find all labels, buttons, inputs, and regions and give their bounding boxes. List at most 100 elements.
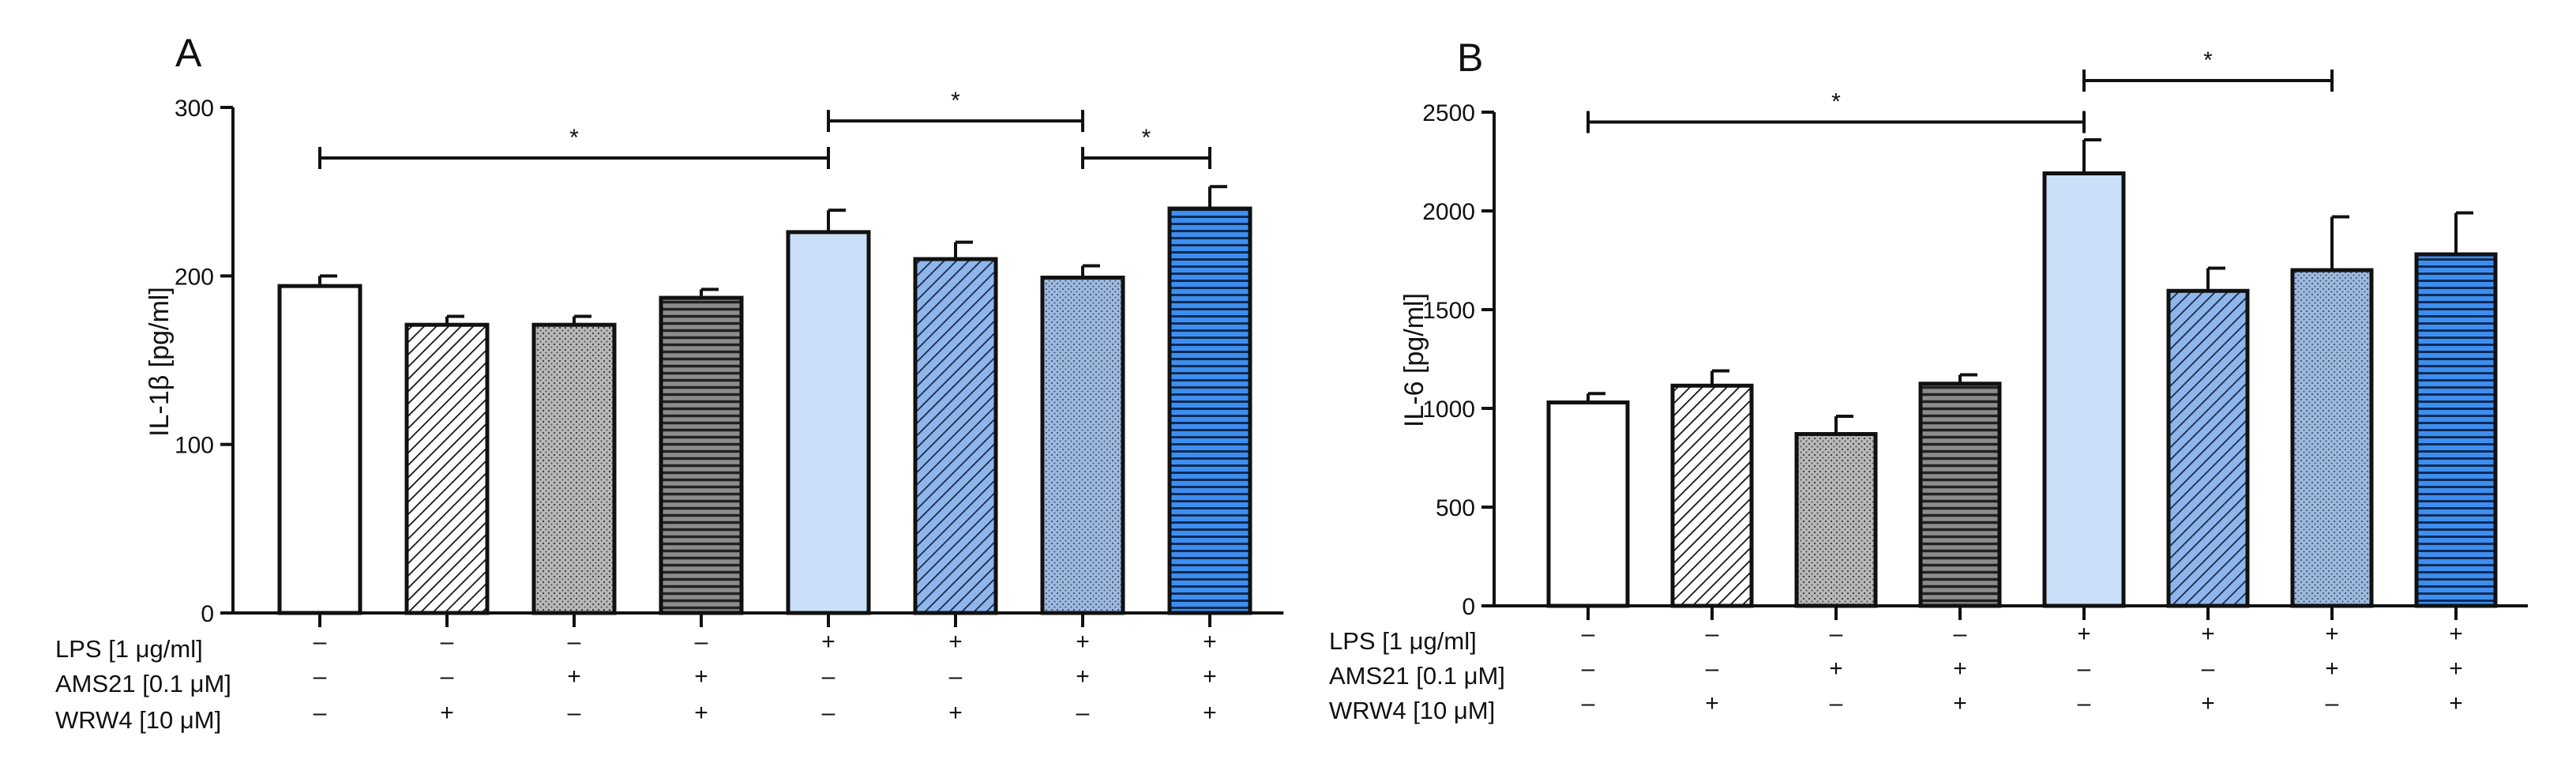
condition-wrw4-4: + [694, 700, 708, 726]
condition-lps-7: + [2325, 621, 2339, 647]
error-bar-7 [1081, 264, 1100, 278]
significance-star: * [951, 88, 960, 114]
error-bar-3 [1834, 415, 1853, 434]
error-bar-8 [2454, 211, 2473, 254]
significance-star: * [2203, 47, 2213, 73]
bar-2 [404, 322, 490, 615]
y-tick-label: 200 [175, 264, 214, 290]
condition-wrw4-1: – [1582, 690, 1595, 716]
condition-ams21-3: + [1829, 656, 1843, 682]
condition-lps-3: – [1830, 621, 1843, 647]
condition-lps-2: – [1706, 621, 1719, 647]
bar-8 [2414, 252, 2498, 608]
condition-lps-2: – [441, 629, 454, 655]
error-bar-4 [700, 288, 719, 299]
y-tick-label: 1500 [1422, 298, 1475, 324]
y-tick-label: 0 [201, 601, 214, 627]
bar-3 [1794, 432, 1878, 608]
panel-b-row-label-wrw4: WRW4 [10 μM] [1329, 697, 1495, 724]
bar-2 [1670, 383, 1754, 608]
bar-6 [913, 257, 998, 615]
condition-ams21-1: – [314, 664, 327, 690]
panel-a-row-label-lps: LPS [1 μg/ml] [55, 635, 203, 663]
condition-lps-6: + [948, 629, 963, 655]
condition-ams21-4: + [1953, 656, 1967, 682]
condition-ams21-6: – [949, 664, 963, 690]
bar-1 [277, 284, 362, 615]
condition-lps-5: + [2077, 621, 2091, 647]
condition-ams21-2: – [441, 664, 454, 690]
panel-a-plot: 0 100 200 300 * * * [175, 88, 1284, 627]
significance-star: * [569, 125, 579, 151]
y-tick-label: 2500 [1422, 100, 1475, 126]
bar-5 [2042, 171, 2126, 608]
condition-ams21-1: – [1582, 656, 1595, 682]
condition-lps-5: + [821, 629, 836, 655]
error-bar-6 [954, 240, 973, 259]
panel-a-letter: A [175, 31, 202, 75]
error-bar-7 [2330, 215, 2349, 270]
panel-a-row-label-wrw4: WRW4 [10 μM] [55, 706, 221, 734]
condition-ams21-3: + [567, 664, 581, 690]
error-bar-4 [1958, 373, 1977, 384]
condition-wrw4-8: + [2449, 690, 2463, 716]
significance-bracket [318, 147, 830, 169]
panel-a-y-axis-label: IL-1β [pg/ml] [145, 287, 175, 437]
condition-wrw4-5: – [2078, 690, 2091, 716]
y-tick-label: 300 [175, 96, 214, 122]
condition-lps-8: + [1203, 629, 1217, 655]
error-bar-5 [827, 209, 846, 232]
condition-lps-7: + [1076, 629, 1090, 655]
bar-8 [1167, 206, 1252, 615]
panel-b: B IL-6 [pg/ml] 0 500 1000 1500 2000 2500 * * LP… [1329, 36, 2529, 724]
panel-a-row-label-ams21: AMS21 [0.1 μM] [55, 670, 231, 697]
y-tick-label: 500 [1436, 495, 1475, 521]
condition-lps-1: – [1582, 621, 1595, 647]
panel-b-condition-table: LPS [1 μg/ml] AMS21 [0.1 μM] WRW4 [10 μM… [1329, 621, 2463, 724]
y-tick-label: 0 [1462, 594, 1475, 620]
bar-4 [1918, 382, 2002, 608]
significance-bracket [2082, 70, 2334, 92]
error-bar-2 [445, 314, 464, 325]
condition-wrw4-3: – [1830, 690, 1843, 716]
error-bar-5 [2082, 138, 2101, 174]
condition-wrw4-5: – [822, 700, 836, 726]
bar-5 [786, 230, 871, 615]
bar-6 [2166, 288, 2250, 608]
panel-b-plot: 0 500 1000 1500 2000 2500 * * [1422, 47, 2529, 620]
condition-ams21-8: + [1203, 664, 1217, 690]
y-tick-label: 1000 [1422, 397, 1475, 423]
panel-b-y-axis-label: IL-6 [pg/ml] [1399, 293, 1429, 427]
bar-7 [1040, 275, 1125, 615]
error-bar-1 [318, 274, 337, 287]
condition-lps-6: + [2201, 621, 2215, 647]
panel-b-row-label-ams21: AMS21 [0.1 μM] [1329, 662, 1505, 690]
bar-3 [531, 322, 617, 615]
error-bar-2 [1710, 369, 1729, 386]
condition-wrw4-2: + [440, 700, 454, 726]
condition-lps-4: – [695, 629, 708, 655]
significance-star: * [1142, 125, 1151, 151]
significance-bracket [1081, 147, 1211, 169]
panel-a: A IL-1β [pg/ml] 0 100 200 300 * * * LPS [1 μg/… [55, 31, 1284, 734]
significance-bracket [827, 110, 1084, 133]
y-tick-label: 100 [175, 433, 214, 459]
significance-bracket [1587, 111, 2086, 133]
condition-wrw4-8: + [1203, 700, 1217, 726]
condition-ams21-8: + [2449, 656, 2463, 682]
error-bar-8 [1208, 185, 1227, 209]
condition-lps-4: – [1954, 621, 1967, 647]
y-tick-label: 2000 [1422, 199, 1475, 225]
condition-lps-1: – [314, 629, 327, 655]
condition-lps-3: – [568, 629, 581, 655]
condition-wrw4-4: + [1953, 690, 1967, 716]
condition-ams21-4: + [694, 664, 708, 690]
condition-ams21-5: – [822, 664, 836, 690]
panel-b-row-label-lps: LPS [1 μg/ml] [1329, 627, 1477, 655]
error-bar-6 [2206, 266, 2225, 291]
error-bar-3 [573, 314, 591, 325]
panel-a-condition-table: LPS [1 μg/ml] AMS21 [0.1 μM] WRW4 [10 μM… [55, 629, 1217, 734]
condition-wrw4-3: – [568, 700, 581, 726]
significance-star: * [1831, 89, 1841, 115]
